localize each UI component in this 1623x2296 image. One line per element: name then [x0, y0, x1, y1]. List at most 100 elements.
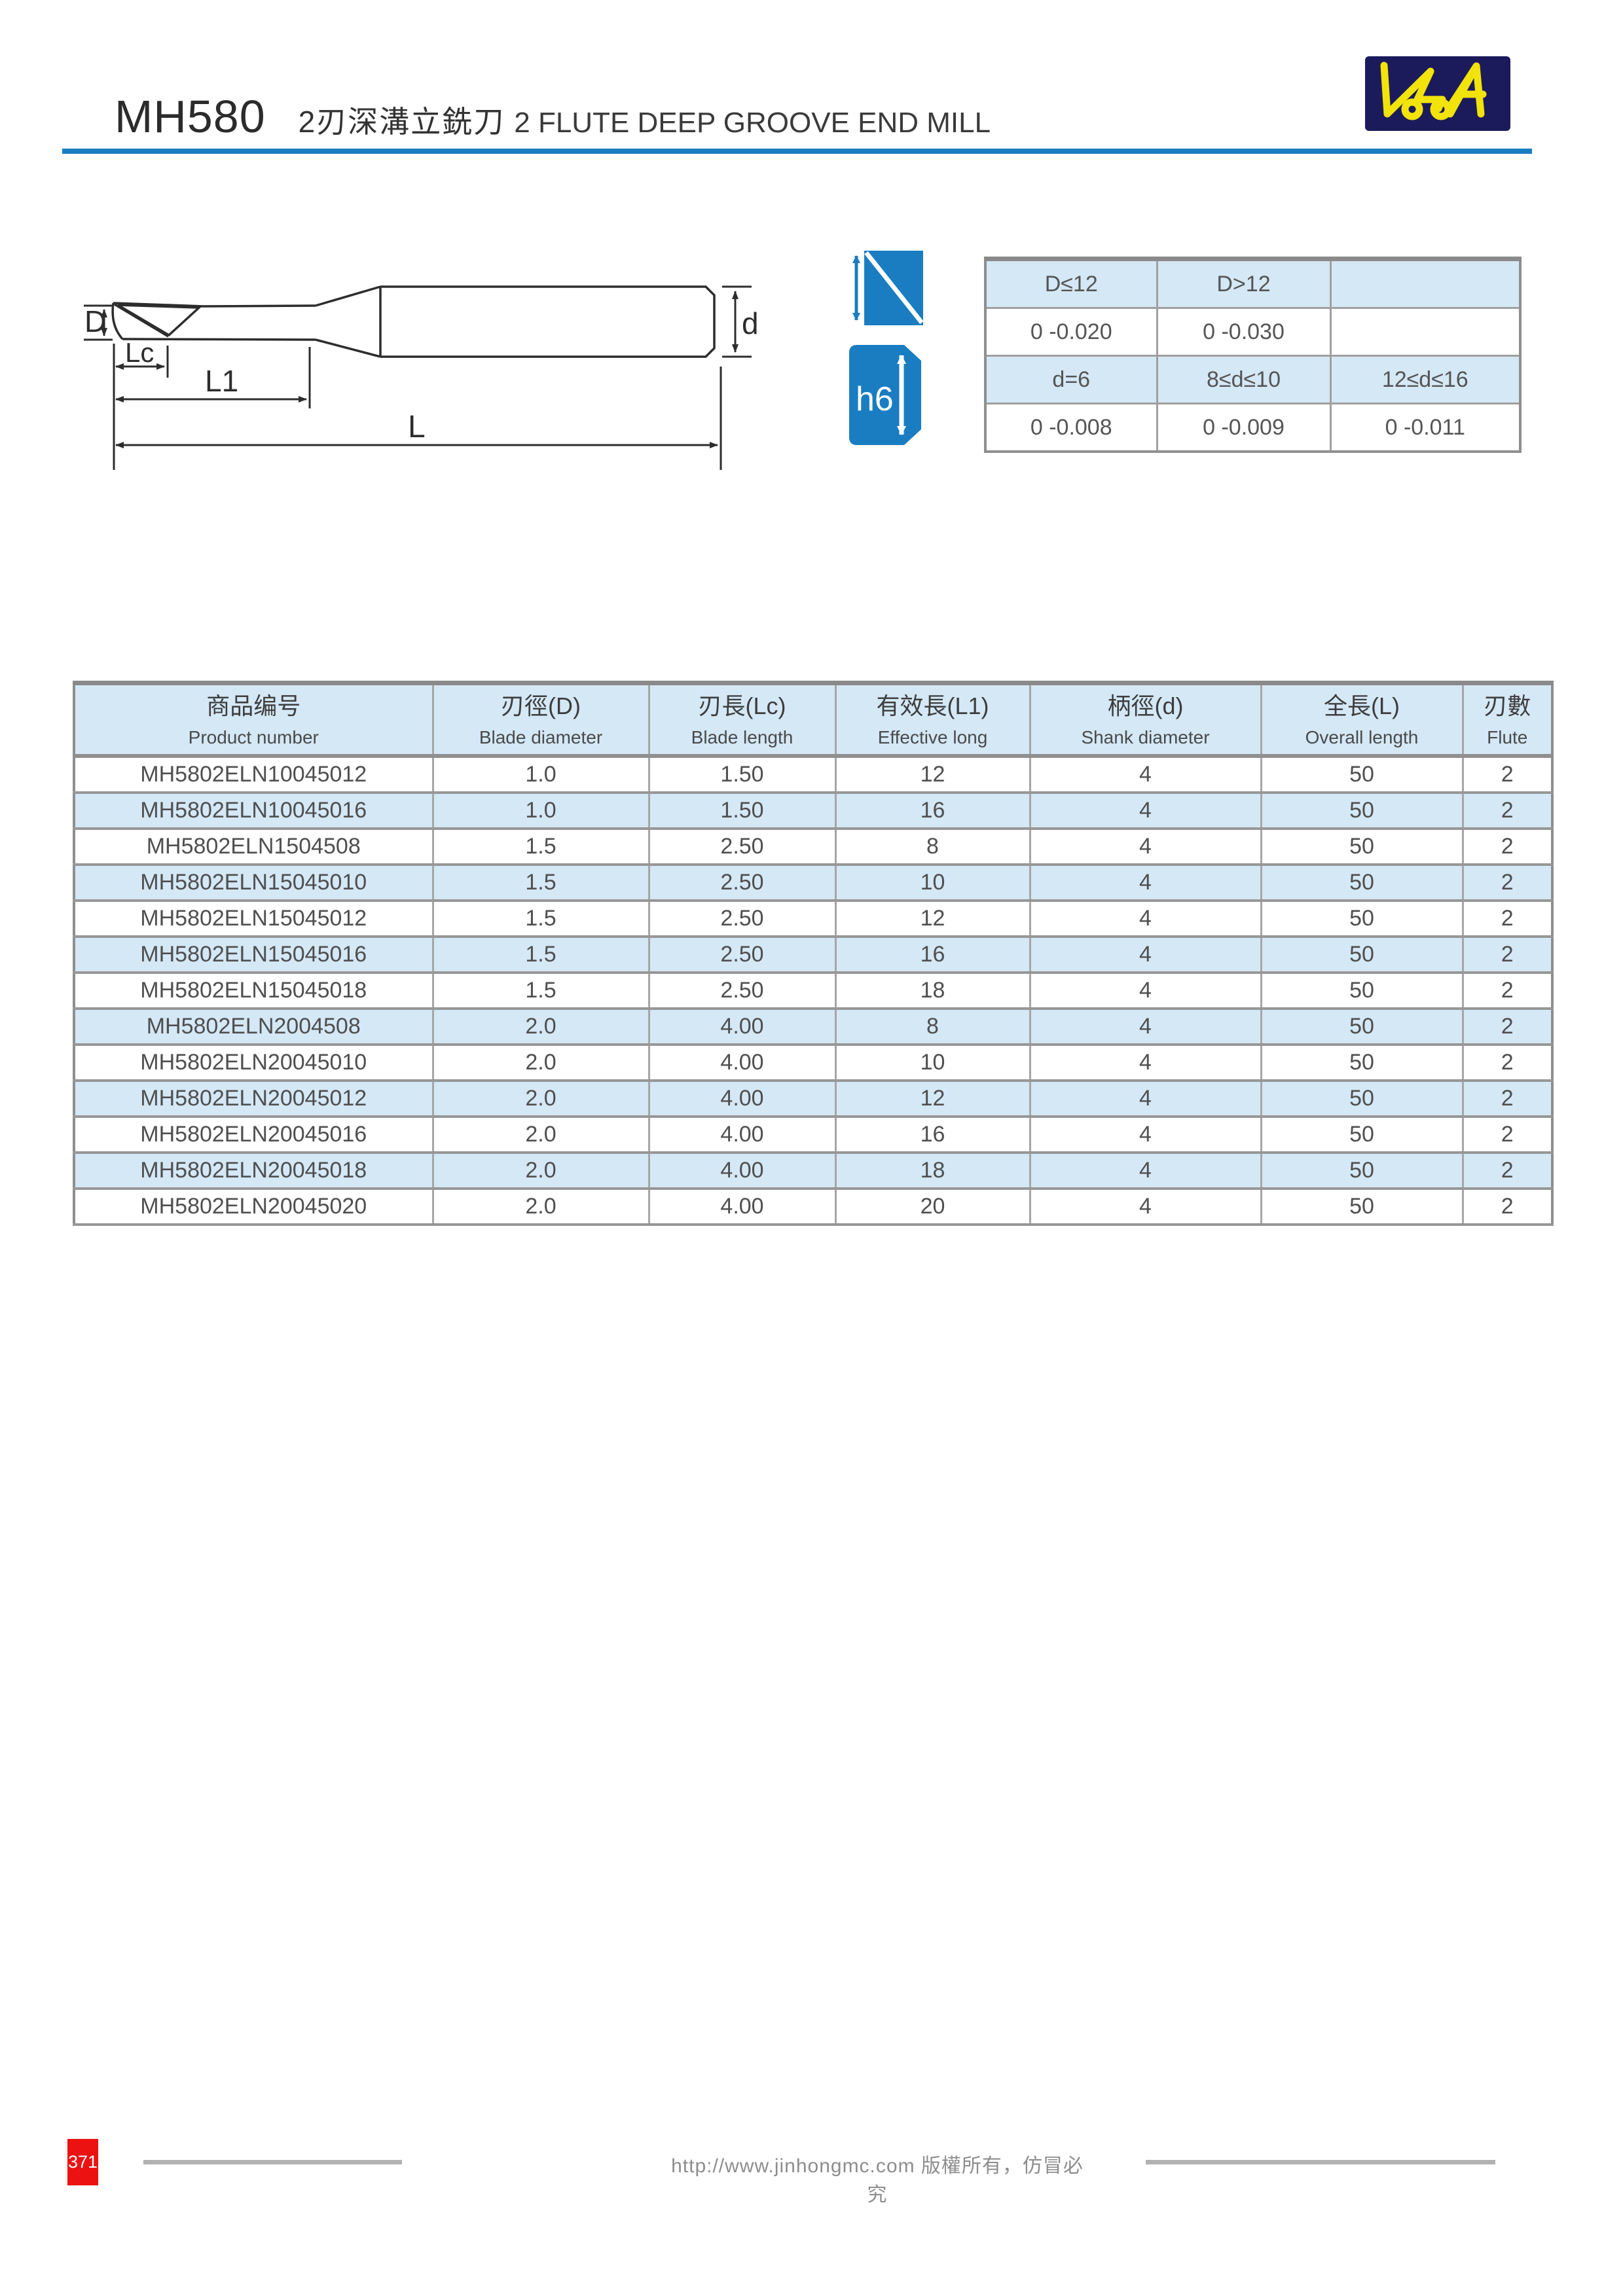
cell: 50: [1260, 1187, 1464, 1226]
cell: 50: [1260, 935, 1464, 974]
cell-product-number: MH5802ELN20045020: [73, 1187, 434, 1226]
cell: 1.5: [431, 935, 650, 974]
page-number-badge: 371: [67, 2139, 98, 2185]
col-header-shank-diameter: 柄徑(d) Shank diameter: [1029, 681, 1262, 758]
tolerance-row-blade-range: D≤12 D>12: [984, 258, 1522, 309]
cell: 2: [1461, 1007, 1554, 1046]
col-header-zh: 刃長(Lc): [698, 692, 786, 719]
dim-label-L1: L1: [205, 364, 238, 398]
table-row: MH5802ELN20045012 2.0 4.00 12 4 50 2: [73, 1079, 1554, 1118]
cell: 18: [834, 1151, 1031, 1190]
cell: 2: [1461, 863, 1554, 902]
cell: 2: [1461, 827, 1554, 866]
header-divider-line: [62, 149, 1532, 154]
cell: 50: [1260, 863, 1464, 902]
table-row: MH5802ELN15045012 1.5 2.50 12 4 50 2: [73, 899, 1554, 938]
page-header: MH580 2刃深溝立銑刀 2 FLUTE DEEP GROOVE END MI…: [115, 90, 991, 143]
footer-divider-right: [1146, 2160, 1495, 2164]
col-header-en: Product number: [188, 726, 319, 747]
tolerance-row-shank-range: d=6 8≤d≤10 12≤d≤16: [984, 355, 1522, 404]
cell: 2.50: [647, 971, 837, 1010]
cell: 50: [1260, 1151, 1464, 1190]
col-header-flute: 刃數 Flute: [1461, 681, 1554, 758]
subtitle-english: 2 FLUTE DEEP GROOVE END MILL: [514, 107, 991, 139]
col-header-effective-length: 有效長(L1) Effective long: [834, 681, 1031, 758]
cell: 50: [1260, 971, 1464, 1010]
cell: 18: [834, 971, 1031, 1010]
cell: 1.5: [431, 899, 650, 938]
cell: 2: [1461, 971, 1554, 1010]
dimension-L: [113, 344, 722, 470]
cell: 50: [1260, 1115, 1464, 1154]
cell: 2: [1461, 791, 1554, 830]
cell: 50: [1260, 899, 1464, 938]
tolerance-cell: 0 -0.009: [1156, 403, 1332, 453]
tolerance-cell: D≤12: [984, 258, 1158, 309]
cell: 4: [1029, 791, 1262, 830]
cell: 20: [834, 1187, 1031, 1226]
cell: 4: [1029, 1007, 1262, 1046]
cell: 1.5: [431, 971, 650, 1010]
dimension-Lc: [115, 346, 169, 378]
col-header-en: Blade diameter: [479, 726, 603, 747]
tolerance-cell: 8≤d≤10: [1156, 355, 1332, 404]
cell: 2: [1461, 1187, 1554, 1226]
cell: 2.0: [431, 1007, 650, 1046]
table-row: MH5802ELN15045010 1.5 2.50 10 4 50 2: [73, 863, 1554, 902]
cell: 50: [1260, 827, 1464, 866]
dim-label-L: L: [408, 410, 426, 444]
cell-product-number: MH5802ELN20045018: [73, 1151, 434, 1190]
cell: 16: [834, 935, 1031, 974]
cell: 12: [834, 1079, 1031, 1118]
table-row: MH5802ELN10045012 1.0 1.50 12 4 50 2: [73, 755, 1554, 794]
dim-label-D: D: [84, 304, 106, 338]
dimension-d: [722, 285, 752, 358]
table-row: MH5802ELN20045018 2.0 4.00 18 4 50 2: [73, 1151, 1554, 1190]
cell: 2.50: [647, 827, 837, 866]
cell-product-number: MH5802ELN15045012: [73, 899, 434, 938]
table-row: MH5802ELN1504508 1.5 2.50 8 4 50 2: [73, 827, 1554, 866]
cell-product-number: MH5802ELN20045010: [73, 1043, 434, 1082]
table-row: MH5802ELN15045018 1.5 2.50 18 4 50 2: [73, 971, 1554, 1010]
col-header-zh: 柄徑(d): [1107, 692, 1184, 719]
subtitle-chinese: 2刃深溝立銑刀: [298, 105, 505, 139]
cell: 4: [1029, 827, 1262, 866]
cell: 2.50: [647, 935, 837, 974]
col-header-zh: 商品编号: [206, 692, 301, 719]
cell-product-number: MH5802ELN20045016: [73, 1115, 434, 1154]
cell: 50: [1260, 1007, 1464, 1046]
cell: 2: [1461, 1151, 1554, 1190]
cell: 4.00: [647, 1079, 837, 1118]
cell: 2.0: [431, 1043, 650, 1082]
cell: 8: [834, 827, 1031, 866]
tolerance-cell: d=6: [984, 355, 1158, 404]
cell: 2: [1461, 1079, 1554, 1118]
cell: 4: [1029, 971, 1262, 1010]
tolerance-table: D≤12 D>12 0 -0.020 0 -0.030 d=6 8≤d≤10 1…: [984, 257, 1522, 453]
col-header-en: Overall length: [1305, 726, 1419, 747]
cell: 2.50: [647, 863, 837, 902]
cell-product-number: MH5802ELN10045012: [73, 755, 434, 794]
h6-badge-label: h6: [856, 380, 894, 418]
flute-face: [117, 304, 202, 337]
tolerance-cell: 12≤d≤16: [1329, 355, 1522, 404]
brand-logo-icon: [1365, 56, 1510, 131]
table-row: MH5802ELN2004508 2.0 4.00 8 4 50 2: [73, 1007, 1554, 1046]
endmill-profile: [111, 285, 716, 358]
table-row: MH5802ELN15045016 1.5 2.50 16 4 50 2: [73, 935, 1554, 974]
tolerance-cell: 0 -0.020: [984, 307, 1158, 357]
col-header-overall-length: 全長(L) Overall length: [1260, 681, 1464, 758]
cell: 4.00: [647, 1043, 837, 1082]
tolerance-cell: 0 -0.030: [1156, 307, 1332, 357]
cell: 4: [1029, 1079, 1262, 1118]
cell: 12: [834, 755, 1031, 794]
table-row: MH5802ELN20045020 2.0 4.00 20 4 50 2: [73, 1187, 1554, 1226]
cell: 8: [834, 1007, 1031, 1046]
cell: 4: [1029, 755, 1262, 794]
cell: 2.0: [431, 1151, 650, 1190]
flute-edge-line: [114, 303, 169, 338]
cell: 4: [1029, 863, 1262, 902]
shank-outline: [380, 285, 716, 358]
cell: 1.50: [647, 791, 837, 830]
